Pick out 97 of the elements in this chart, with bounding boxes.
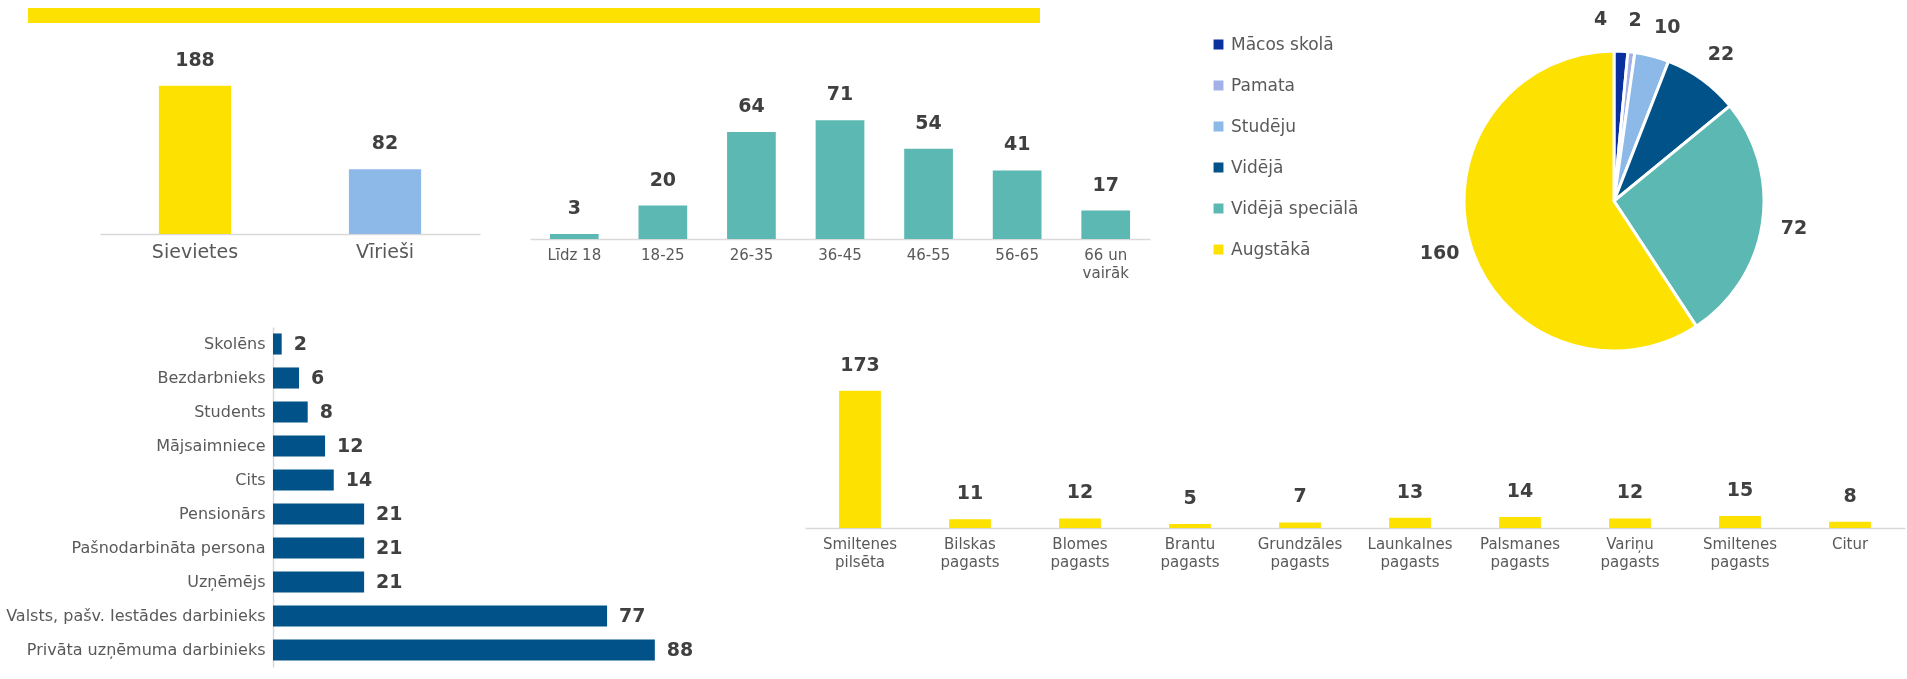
data-label: 6 <box>311 366 325 388</box>
y-tick-label: Valsts, pašv. Iestādes darbinieks <box>6 606 266 625</box>
data-label: 173 <box>840 352 880 375</box>
y-tick-label: Skolēns <box>204 334 266 353</box>
data-label: 2 <box>293 332 307 354</box>
data-label: 8 <box>1843 483 1857 506</box>
legend-label: Vidējā speciālā <box>1231 197 1359 218</box>
data-label: 21 <box>376 570 403 592</box>
bar <box>727 132 776 239</box>
data-label: 21 <box>376 502 403 524</box>
bar <box>815 120 865 239</box>
data-label: 13 <box>1396 479 1424 502</box>
bar <box>273 537 365 559</box>
bar <box>839 390 881 528</box>
bar <box>1609 518 1651 528</box>
y-tick-label: Pašnodarbināta persona <box>71 538 266 557</box>
x-tick-label: 26-35 <box>729 245 774 264</box>
x-tick-label: Citur <box>1831 534 1869 553</box>
data-label: 4 <box>1594 7 1608 30</box>
y-tick-label: Mājsaimniece <box>156 436 266 455</box>
data-label: 14 <box>345 468 373 490</box>
data-label: 7 <box>1293 484 1307 507</box>
y-tick-label: Cits <box>235 470 266 489</box>
bar <box>273 333 282 355</box>
bar <box>1389 517 1431 528</box>
data-label: 5 <box>1183 486 1197 509</box>
x-tick-label: Variņu pagasts <box>1600 534 1660 571</box>
data-label: 88 <box>666 638 694 660</box>
x-tick-label: 18-25 <box>641 245 685 264</box>
x-tick-label: Smiltenes pagasts <box>1702 534 1778 571</box>
legend-label: Augstākā <box>1231 238 1311 259</box>
data-label: 72 <box>1780 216 1808 239</box>
data-label: 160 <box>1419 241 1460 264</box>
data-label: 11 <box>956 481 984 504</box>
bar <box>273 571 365 593</box>
data-label: 21 <box>376 536 403 558</box>
bar <box>1829 521 1871 528</box>
x-tick-label: Launkalnes pagasts <box>1367 534 1453 571</box>
data-label: 41 <box>1003 132 1031 155</box>
bar <box>273 435 326 457</box>
bar <box>949 519 991 528</box>
data-label: 54 <box>915 110 942 133</box>
x-tick-label: Bilskas pagasts <box>940 534 1000 571</box>
data-label: 64 <box>738 94 765 117</box>
bar <box>1719 516 1761 528</box>
data-label: 71 <box>826 82 854 105</box>
data-label: 12 <box>1066 480 1094 503</box>
y-tick-label: Privāta uzņēmuma darbinieks <box>26 640 266 659</box>
data-label: 188 <box>175 47 215 70</box>
data-label: 3 <box>567 195 581 218</box>
bar <box>273 503 365 525</box>
legend-label: Vidējā <box>1231 156 1284 177</box>
data-label: 22 <box>1707 41 1735 64</box>
bar <box>992 170 1042 239</box>
x-tick-label: Blomes pagasts <box>1050 534 1110 571</box>
bar <box>273 401 308 423</box>
bar <box>1081 210 1131 239</box>
bar <box>1279 522 1321 528</box>
x-tick-label: Smiltenes pilsēta <box>822 534 898 571</box>
y-tick-label: Pensionārs <box>179 504 266 523</box>
bar <box>549 233 599 239</box>
y-tick-label: Students <box>194 402 266 421</box>
data-label: 10 <box>1653 14 1681 37</box>
bar <box>273 605 608 627</box>
x-tick-label: 56-65 <box>995 245 1039 264</box>
x-tick-label: Sievietes <box>151 239 239 262</box>
data-label: 12 <box>337 434 364 456</box>
bar <box>273 367 300 389</box>
x-tick-label: Palsmanes pagasts <box>1480 534 1561 571</box>
bar <box>1169 524 1211 528</box>
bar <box>904 148 953 239</box>
x-tick-label: 46-55 <box>906 245 951 264</box>
legend-label: Mācos skolā <box>1231 33 1334 54</box>
data-label: 15 <box>1726 478 1754 501</box>
bar <box>273 469 334 491</box>
legend-label: Studēju <box>1231 115 1296 136</box>
data-label: 82 <box>371 131 399 154</box>
y-tick-label: Bezdarbnieks <box>157 368 266 387</box>
x-tick-label: 36-45 <box>818 245 862 264</box>
y-tick-label: Uzņēmējs <box>187 572 266 591</box>
bar <box>1059 518 1101 528</box>
data-label: 2 <box>1628 8 1642 31</box>
bar <box>638 205 688 239</box>
x-tick-label: Līdz 18 <box>547 245 602 264</box>
bar <box>1499 516 1541 528</box>
x-tick-label: Brantu pagasts <box>1160 534 1220 571</box>
data-label: 12 <box>1616 480 1644 503</box>
data-label: 77 <box>619 604 646 626</box>
data-label: 8 <box>319 400 333 422</box>
data-label: 20 <box>649 167 677 190</box>
data-label: 14 <box>1506 478 1534 501</box>
x-tick-label: 66 un vairāk <box>1082 245 1130 282</box>
legend-label: Pamata <box>1231 74 1295 95</box>
data-label: 17 <box>1092 172 1119 195</box>
x-tick-label: Vīrieši <box>355 239 415 262</box>
x-tick-label: Grundzāles pagasts <box>1257 534 1343 571</box>
bar <box>273 639 655 661</box>
